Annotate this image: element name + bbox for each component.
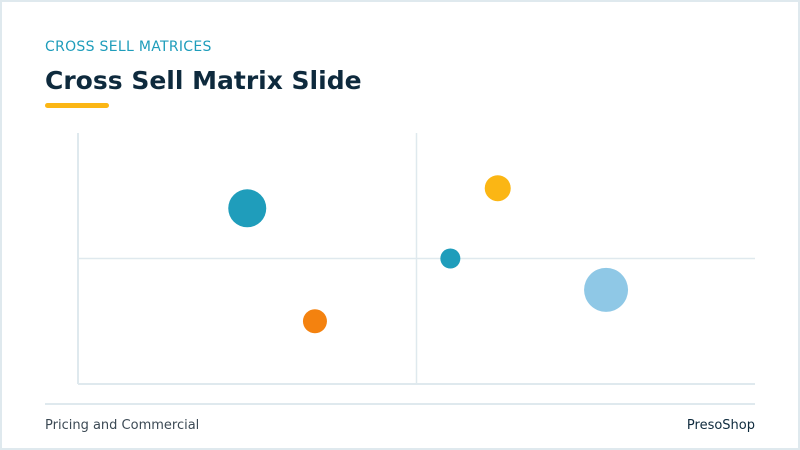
bubble: [484, 175, 511, 202]
bubble: [302, 309, 327, 334]
bubble: [440, 248, 461, 269]
slide-title: Cross Sell Matrix Slide: [45, 66, 362, 95]
title-underline: [45, 103, 109, 108]
footer-right: PresoShop: [687, 418, 755, 433]
bubble: [584, 267, 629, 312]
eyebrow: CROSS SELL MATRICES: [45, 39, 212, 55]
bubble: [228, 189, 267, 228]
footer-left: Pricing and Commercial: [45, 418, 199, 433]
